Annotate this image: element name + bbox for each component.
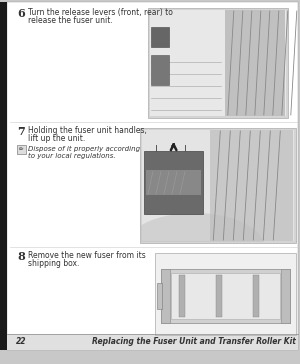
- Text: 8: 8: [17, 251, 25, 262]
- Bar: [216, 276, 222, 317]
- Bar: [148, 8, 288, 118]
- Text: 6: 6: [17, 8, 25, 19]
- Bar: [179, 276, 185, 317]
- Text: lift up the unit.: lift up the unit.: [28, 134, 85, 143]
- Text: Holding the fuser unit handles,: Holding the fuser unit handles,: [28, 126, 147, 135]
- Bar: [155, 253, 296, 335]
- Bar: [171, 273, 280, 319]
- Bar: [161, 269, 290, 323]
- Bar: [7, 334, 298, 350]
- Text: Remove the new fuser from its: Remove the new fuser from its: [28, 251, 146, 260]
- Text: Replacing the Fuser Unit and Transfer Roller Kit: Replacing the Fuser Unit and Transfer Ro…: [92, 337, 296, 347]
- Bar: [151, 55, 169, 85]
- Bar: [210, 130, 293, 241]
- Text: Turn the release levers (front, rear) to: Turn the release levers (front, rear) to: [28, 8, 173, 17]
- Text: Dispose of it properly according: Dispose of it properly according: [28, 146, 140, 152]
- Text: ✏: ✏: [19, 147, 24, 152]
- Text: shipping box.: shipping box.: [28, 259, 80, 268]
- Bar: [157, 283, 162, 309]
- Bar: [150, 10, 286, 116]
- Bar: [0, 2, 7, 350]
- Bar: [161, 269, 170, 323]
- Bar: [151, 27, 169, 47]
- Text: 7: 7: [17, 126, 25, 137]
- Text: release the fuser unit.: release the fuser unit.: [28, 16, 113, 25]
- Bar: [142, 130, 294, 241]
- Bar: [146, 170, 201, 195]
- Text: to your local regulations.: to your local regulations.: [28, 153, 116, 159]
- Bar: [254, 276, 260, 317]
- Text: 22: 22: [16, 337, 26, 347]
- Bar: [225, 10, 285, 116]
- Bar: [17, 145, 26, 154]
- Bar: [144, 151, 203, 214]
- Bar: [140, 128, 296, 243]
- Bar: [281, 269, 290, 323]
